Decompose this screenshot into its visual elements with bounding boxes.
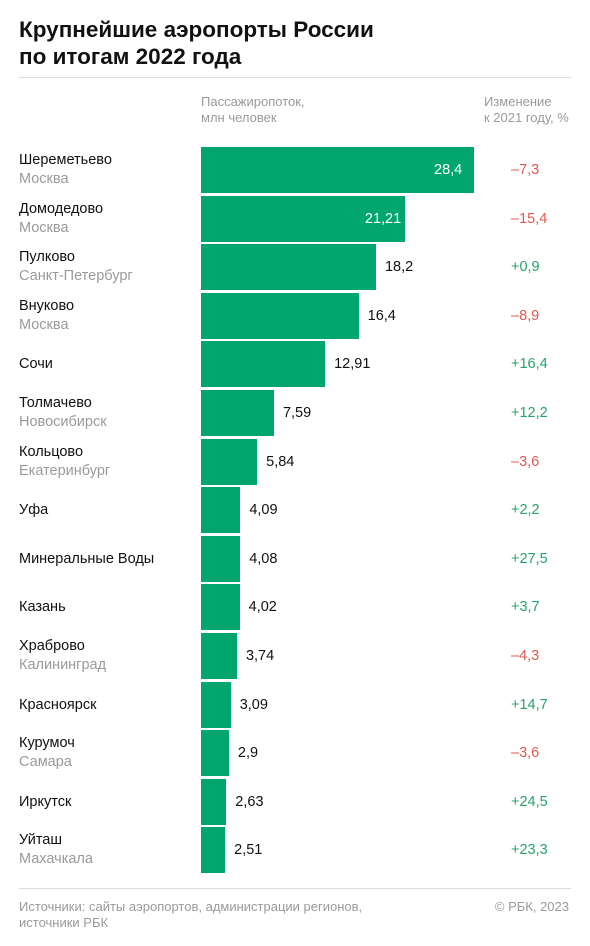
- airport-name: Внуково: [19, 297, 75, 314]
- sources-line-1: Источники: сайты аэропортов, администрац…: [19, 899, 363, 914]
- airport-row: Иркутск 2,63 +24,5: [0, 778, 590, 826]
- traffic-value-label: 2,63: [235, 793, 264, 810]
- airport-city: Самара: [19, 754, 72, 771]
- traffic-value-label: 2,9: [237, 745, 259, 762]
- change-value-label: +2,2: [511, 502, 540, 519]
- traffic-value-label: 18,2: [384, 259, 414, 276]
- traffic-value-label: 5,84: [266, 453, 295, 470]
- airport-row: Сочи 12,91 +16,4: [0, 340, 590, 388]
- traffic-bar: [201, 195, 405, 242]
- traffic-bar: [201, 438, 258, 485]
- traffic-bar: [201, 292, 359, 339]
- top-divider: [19, 77, 571, 78]
- airport-name: Курумоч: [19, 735, 75, 752]
- airport-name: Домодедово: [19, 200, 104, 217]
- traffic-bar: [201, 730, 229, 777]
- change-value-label: –3,6: [511, 745, 540, 762]
- sources-note: Источники: сайты аэропортов, администрац…: [19, 899, 362, 931]
- bottom-divider: [19, 888, 571, 889]
- change-header-line-1: Изменение: [484, 94, 552, 109]
- airport-city: Махачкала: [19, 851, 93, 868]
- traffic-value-label: 7,59: [282, 405, 312, 421]
- airport-row: Храброво Калининград 3,74 –4,3: [0, 632, 590, 680]
- airport-city: Санкт-Петербург: [19, 268, 133, 285]
- change-value-label: +0,9: [511, 259, 540, 276]
- traffic-value-label: 4,02: [248, 599, 277, 616]
- airport-city: Москва: [19, 171, 69, 187]
- traffic-value-label: 16,4: [367, 307, 396, 324]
- traffic-bar: [201, 341, 326, 388]
- traffic-value-label: 12,91: [334, 356, 371, 373]
- airport-city: Калининград: [19, 657, 107, 673]
- airport-row: Кольцово Екатеринбург 5,84 –3,6: [0, 438, 590, 486]
- airport-row: Уфа 4,09 +2,2: [0, 486, 590, 534]
- airport-row: Внуково Москва 16,4 –8,9: [0, 292, 590, 340]
- airport-row: Домодедово Москва 21,21 –15,4: [0, 195, 590, 243]
- airport-name: Уйташ: [19, 832, 63, 849]
- airport-city: Екатеринбург: [19, 462, 111, 479]
- change-value-label: +27,5: [511, 550, 548, 567]
- traffic-bar: [201, 390, 274, 436]
- traffic-bar: [201, 584, 240, 631]
- chart-title-line-2: по итогам 2022 года: [19, 44, 242, 69]
- traffic-header-line-1: Пассажиропоток,: [201, 94, 305, 109]
- airport-name: Красноярск: [19, 696, 97, 713]
- airport-city: Новосибирск: [19, 414, 107, 430]
- traffic-value-label: 3,09: [239, 696, 268, 713]
- airport-name: Кольцово: [19, 443, 84, 460]
- airport-name: Шереметьево: [19, 152, 112, 168]
- change-value-label: –7,3: [511, 162, 540, 178]
- change-value-label: +14,7: [511, 696, 548, 713]
- airport-name: Храброво: [19, 638, 85, 654]
- traffic-header-line-2: млн человек: [201, 110, 277, 125]
- traffic-bar: [201, 778, 227, 825]
- chart-title: Крупнейшие аэропорты России по итогам 20…: [19, 16, 559, 70]
- change-value-label: +3,7: [511, 599, 540, 616]
- change-value-label: –4,3: [511, 648, 540, 664]
- change-header-line-2: к 2021 году, %: [484, 110, 569, 125]
- traffic-value-label: 21,21: [364, 210, 402, 227]
- airport-row: Уйташ Махачкала 2,51 +23,3: [0, 826, 590, 874]
- airport-name: Пулково: [19, 249, 75, 266]
- airport-row: Казань 4,02 +3,7: [0, 583, 590, 631]
- chart-title-line-1: Крупнейшие аэропорты России: [19, 17, 374, 42]
- airport-row: Красноярск 3,09 +14,7: [0, 681, 590, 729]
- traffic-bar: [201, 244, 376, 291]
- airport-row: Курумоч Самара 2,9 –3,6: [0, 729, 590, 777]
- change-value-label: –3,6: [511, 453, 540, 470]
- airport-city: Москва: [19, 219, 69, 236]
- change-column-header: Изменение к 2021 году, %: [484, 94, 569, 126]
- airport-row: Толмачево Новосибирск 7,59 +12,2: [0, 389, 590, 437]
- airport-row: Минеральные Воды 4,08 +27,5: [0, 535, 590, 583]
- traffic-bar: [201, 147, 474, 193]
- change-value-label: +12,2: [511, 405, 548, 421]
- traffic-value-label: 28,4: [434, 162, 463, 178]
- sources-line-2: источники РБК: [19, 915, 109, 930]
- airport-row: Пулково Санкт-Петербург 18,2 +0,9: [0, 243, 590, 291]
- traffic-bar: [201, 633, 237, 679]
- change-value-label: +24,5: [511, 793, 548, 810]
- airport-row: Шереметьево Москва 28,4 –7,3: [0, 146, 590, 194]
- traffic-bar: [201, 681, 231, 728]
- airport-city: Москва: [19, 316, 69, 333]
- traffic-value-label: 4,09: [249, 502, 278, 519]
- traffic-column-header: Пассажиропоток, млн человек: [201, 94, 305, 126]
- airport-name: Казань: [19, 599, 66, 616]
- airport-name: Толмачево: [19, 395, 92, 411]
- airport-name: Иркутск: [19, 793, 72, 810]
- change-value-label: –15,4: [511, 210, 548, 227]
- traffic-bar: [201, 487, 241, 534]
- traffic-value-label: 3,74: [245, 648, 275, 664]
- traffic-value-label: 4,08: [249, 550, 278, 567]
- copyright: © РБК, 2023: [494, 899, 569, 914]
- traffic-bar: [201, 535, 241, 582]
- airport-name: Уфа: [19, 502, 49, 519]
- change-value-label: +23,3: [511, 842, 548, 859]
- traffic-bar: [201, 827, 226, 874]
- airport-name: Минеральные Воды: [19, 550, 155, 567]
- change-value-label: +16,4: [511, 356, 548, 373]
- airport-name: Сочи: [19, 356, 53, 373]
- change-value-label: –8,9: [511, 307, 540, 324]
- traffic-value-label: 2,51: [234, 842, 263, 859]
